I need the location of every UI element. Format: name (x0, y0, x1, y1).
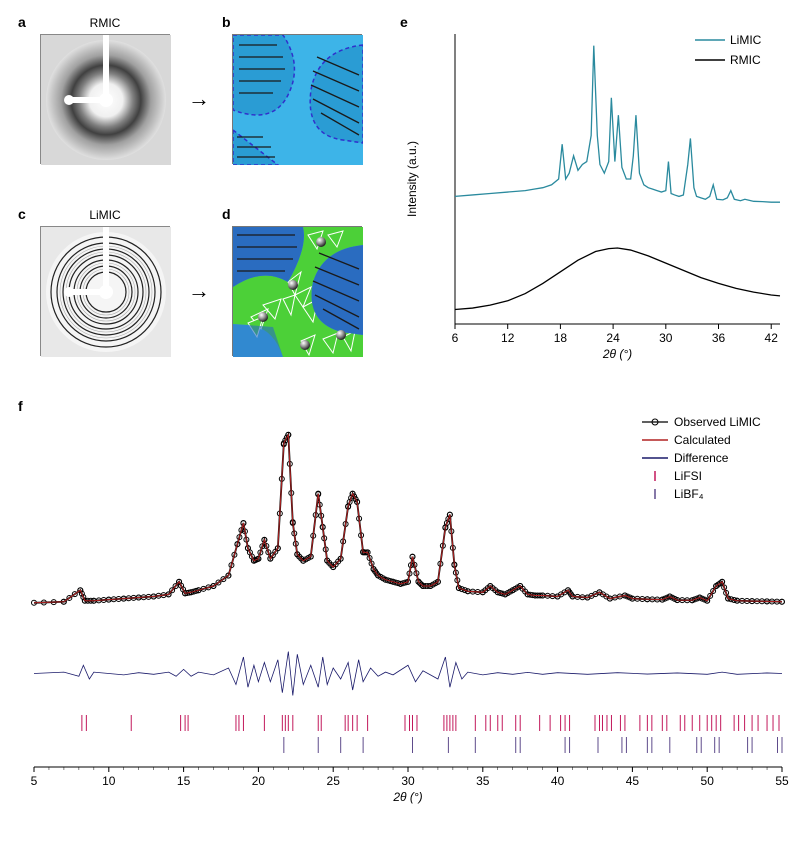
panel-label-a: a (18, 14, 26, 30)
svg-text:25: 25 (327, 774, 341, 788)
arrow-a-to-b: → (188, 86, 210, 112)
svg-text:10: 10 (102, 774, 116, 788)
svg-text:Difference: Difference (674, 451, 729, 465)
svg-text:LiMIC: LiMIC (730, 33, 762, 47)
svg-text:20: 20 (252, 774, 266, 788)
svg-text:24: 24 (606, 331, 620, 345)
svg-text:5: 5 (31, 774, 38, 788)
svg-text:36: 36 (712, 331, 726, 345)
svg-text:Calculated: Calculated (674, 433, 731, 447)
schematic-d (232, 226, 362, 356)
svg-text:Intensity (a.u.): Intensity (a.u.) (405, 141, 419, 217)
svg-text:55: 55 (775, 774, 789, 788)
svg-text:2θ (°): 2θ (°) (392, 790, 422, 804)
svg-text:35: 35 (476, 774, 490, 788)
diffraction-image-rmic (40, 34, 170, 164)
svg-text:40: 40 (551, 774, 565, 788)
panel-a-title: RMIC (55, 16, 155, 30)
svg-text:2θ (°): 2θ (°) (602, 347, 632, 361)
schematic-b (232, 34, 362, 164)
svg-text:30: 30 (401, 774, 415, 788)
arrow-c-to-d: → (188, 278, 210, 304)
svg-text:50: 50 (701, 774, 715, 788)
panel-label-d: d (222, 206, 231, 222)
svg-text:Observed LiMIC: Observed LiMIC (674, 415, 761, 429)
panel-label-b: b (222, 14, 231, 30)
svg-text:LiBF₄: LiBF₄ (674, 487, 704, 501)
svg-text:18: 18 (554, 331, 568, 345)
svg-text:RMIC: RMIC (730, 53, 761, 67)
panel-label-c: c (18, 206, 26, 222)
chart-e: 6 12 18 24 30 36 42 2θ (°) Intensity (a.u.) LiMIC… (400, 24, 790, 364)
svg-text:45: 45 (626, 774, 640, 788)
diffraction-image-limic (40, 226, 170, 356)
svg-text:30: 30 (659, 331, 673, 345)
chart-f: 5 10 15 20 25 30 35 40 45 50 55 2θ (°) Observed LiMI… (14, 410, 792, 830)
svg-text:15: 15 (177, 774, 191, 788)
svg-text:6: 6 (452, 331, 459, 345)
panel-c-title: LiMIC (55, 208, 155, 222)
svg-text:42: 42 (765, 331, 779, 345)
svg-text:LiFSI: LiFSI (674, 469, 702, 483)
svg-text:12: 12 (501, 331, 515, 345)
